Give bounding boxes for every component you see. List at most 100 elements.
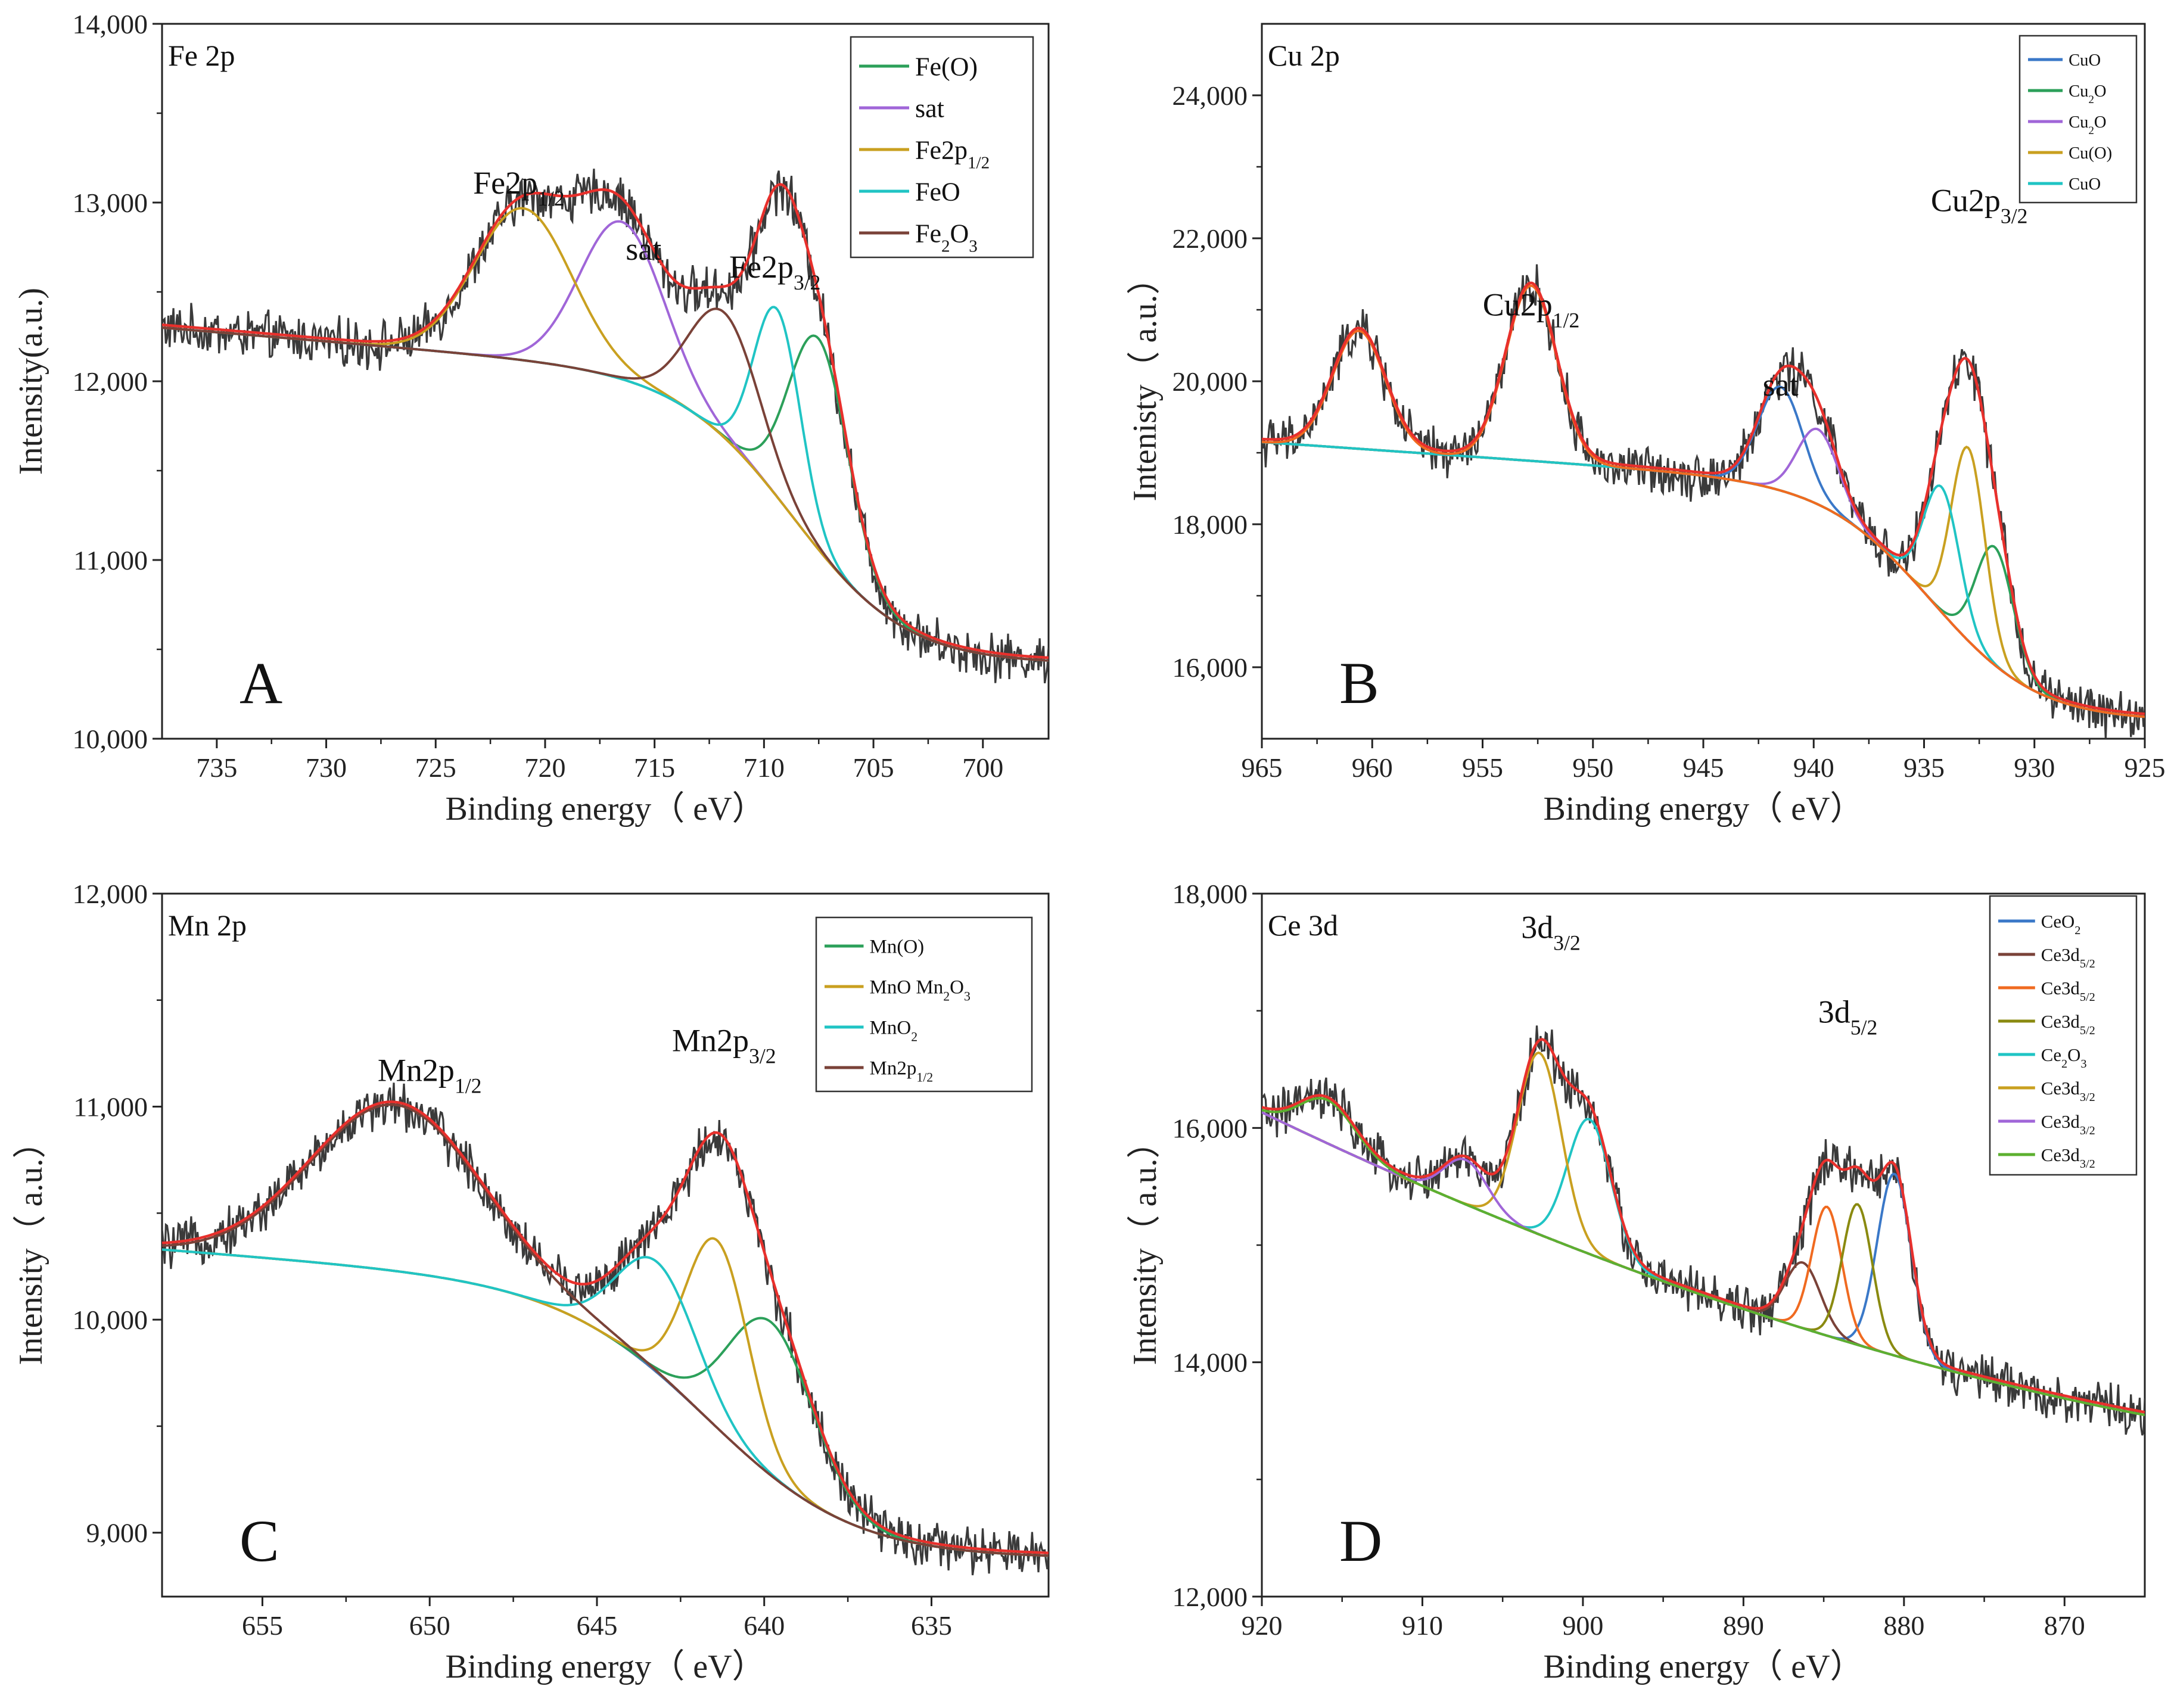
x-tick-label: 910 (1402, 1610, 1443, 1641)
legend-entry-label: Ce3d3/2 (2041, 1145, 2095, 1171)
component-series-line (162, 1103, 1049, 1557)
component-series-line (162, 220, 1049, 662)
plot-frame (1261, 23, 2146, 740)
legend-entry-label: CeO2 (2041, 911, 2081, 937)
component-series-line (162, 1248, 1049, 1557)
component-series-line (162, 306, 1049, 662)
y-axis-title: Intensity（ a.u.） (13, 1125, 49, 1365)
y-tick-label: 22,000 (1172, 223, 1248, 254)
curves (162, 169, 1049, 684)
panel-title: Fe 2p (168, 39, 235, 72)
curves (1262, 1025, 2145, 1436)
legend-entry-label: Cu2O (2069, 113, 2106, 137)
legend-entry-label: Ce3d3/2 (2041, 1078, 2095, 1104)
y-tick-label: 18,000 (1172, 509, 1248, 540)
legend-entry-label: sat (915, 94, 944, 123)
peak-annotation: 3d3/2 (1521, 910, 1581, 955)
x-tick-label: 925 (2125, 752, 2166, 783)
component-series-line (162, 207, 1049, 662)
legend: CeO2 Ce3d5/2 Ce3d5/2 Ce3d5/2 Ce2O3 Ce3d3/2 Ce3… (1989, 895, 2138, 1176)
x-tick-label: 655 (242, 1610, 283, 1641)
chart-panel-D: 920 910 900 890 880 870 12,000 14,000 16,000 18,0… (1127, 879, 2146, 1685)
peak-annotation: sat (626, 231, 661, 267)
panel-letter: D (1339, 1508, 1382, 1574)
component-series-line (162, 307, 1049, 662)
x-tick-label: 950 (1572, 752, 1613, 783)
component-series-line (162, 326, 1049, 662)
x-tick-label: 635 (911, 1610, 952, 1641)
x-tick-label: 705 (853, 752, 894, 783)
x-tick-label: 700 (962, 752, 1003, 783)
legend-entry-label: Cu(O) (2069, 144, 2112, 163)
component-series-line (162, 1248, 1049, 1557)
y-tick-label: 12,000 (73, 366, 148, 397)
legend-entry-label: Ce3d5/2 (2041, 945, 2095, 970)
x-tick-label: 935 (1903, 752, 1945, 783)
x-tick-label: 940 (1793, 752, 1834, 783)
x-tick-label: 730 (306, 752, 347, 783)
panel-letter: B (1339, 650, 1379, 716)
x-tick-label: 890 (1723, 1610, 1764, 1641)
panel-title: Cu 2p (1268, 39, 1340, 72)
y-tick-label: 24,000 (1172, 80, 1248, 111)
y-tick-label: 14,000 (1172, 1348, 1248, 1378)
x-axis-title: Binding energy（ eV） (1543, 791, 1863, 827)
x-tick-label: 965 (1242, 752, 1283, 783)
legend-entry-label: Ce3d5/2 (2041, 1012, 2095, 1037)
envelope-fit-line (162, 1100, 1049, 1554)
peak-annotation: Mn2p1/2 (378, 1053, 482, 1098)
panel-letter: C (240, 1508, 279, 1574)
legend: CuO Cu2O Cu2O Cu(O) CuO (2018, 35, 2138, 204)
curves (1262, 264, 2145, 739)
y-axis-title: Intensity(a.u.) (13, 288, 49, 475)
x-tick-label: 645 (576, 1610, 617, 1641)
legend-entry-label: CuO (2069, 175, 2101, 194)
component-series-line (1262, 385, 2145, 718)
legend-entry-label: Ce3d3/2 (2041, 1112, 2095, 1137)
x-tick-label: 720 (524, 752, 565, 783)
legend-box (1989, 895, 2138, 1176)
x-axis-title: Binding energy（ eV） (445, 791, 765, 827)
x-tick-label: 650 (409, 1610, 450, 1641)
chart-panel-A: 735 730 725 720 715 710 705 700 10,000 11,000 12,0… (13, 9, 1050, 827)
peak-annotation: Fe2p1/2 (473, 165, 565, 210)
legend-entry-label: Ce3d5/2 (2041, 978, 2095, 1004)
envelope-fit-line (1262, 1038, 2145, 1414)
chart-panel-B: 965 960 955 950 945 940 935 930 925 16,000 18,000 2… (1127, 23, 2166, 827)
chart-panel-C: 655 650 645 640 635 9,000 10,000 11,000 12,000 Bi… (13, 879, 1050, 1685)
panel-title: Ce 3d (1268, 909, 1338, 942)
x-tick-label: 880 (1883, 1610, 1924, 1641)
y-tick-label: 16,000 (1172, 652, 1248, 683)
y-tick-label: 16,000 (1172, 1113, 1248, 1143)
y-tick-label: 12,000 (73, 879, 148, 909)
panel-title: Mn 2p (168, 909, 247, 942)
y-tick-label: 14,000 (73, 9, 148, 39)
peak-annotation: Mn2p3/2 (672, 1023, 776, 1068)
y-axis-title: Intenisty（ a.u.） (1127, 262, 1164, 502)
y-axis-title: Intensity（ a.u.） (1127, 1125, 1164, 1365)
background-line (162, 326, 1049, 662)
x-axis-title: Binding energy（ eV） (445, 1648, 765, 1685)
legend-entry-label: Fe(O) (915, 52, 978, 81)
legend: Mn(O) MnO Mn2O3 MnO2 Mn2p1/2 (815, 916, 1033, 1093)
peak-annotation: Cu2p1/2 (1483, 287, 1580, 332)
y-tick-label: 12,000 (1172, 1582, 1248, 1612)
y-tick-label: 9,000 (86, 1518, 148, 1548)
legend-entry-label: Ce2O3 (2041, 1045, 2087, 1071)
y-tick-label: 10,000 (73, 724, 148, 754)
legend: Fe(O) sat Fe2p1/2 FeO Fe2O3 (850, 36, 1034, 259)
legend-entry-label: MnO Mn2O3 (870, 977, 971, 1004)
peak-annotation: sat (1763, 367, 1799, 403)
legend-entry-label: MnO2 (870, 1018, 918, 1044)
peak-annotation: 3d5/2 (1818, 994, 1878, 1039)
x-tick-label: 725 (415, 752, 456, 783)
legend-entry-label: Cu2O (2069, 82, 2106, 106)
legend-entry-label: Mn2p1/2 (870, 1058, 934, 1085)
envelope-fit-line (162, 183, 1049, 659)
y-tick-label: 11,000 (73, 1092, 148, 1122)
background-line (162, 1248, 1049, 1557)
envelope-fit-line (1262, 281, 2145, 715)
curves (162, 1082, 1049, 1576)
legend-entry-label: FeO (915, 177, 960, 206)
